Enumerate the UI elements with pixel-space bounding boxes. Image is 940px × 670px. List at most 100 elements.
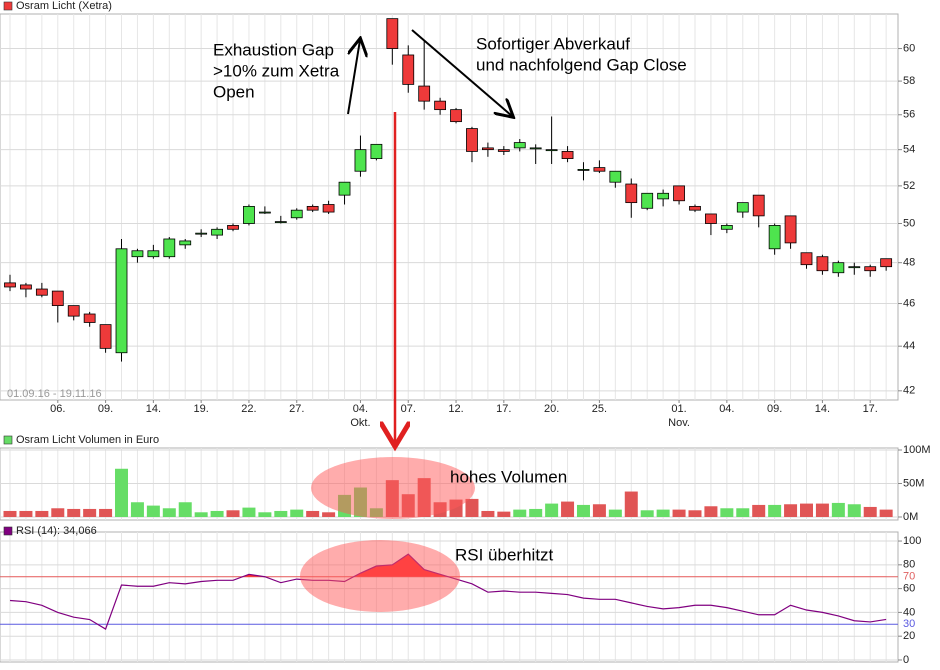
x-tick-label: 17. <box>496 403 511 415</box>
candle-body <box>179 240 192 246</box>
y-tick-label: 50 <box>903 217 915 229</box>
candle-body <box>529 147 542 150</box>
x-tick-label: 20. <box>544 403 559 415</box>
candle-body <box>35 288 48 296</box>
y-tick-label: 80 <box>903 559 915 571</box>
y-tick-label: 20 <box>903 630 915 642</box>
volume-bar <box>19 510 33 517</box>
candle-body <box>386 18 399 49</box>
candle-body <box>243 205 255 224</box>
x-tick-label: 04. <box>353 403 368 415</box>
volume-bar <box>497 511 511 517</box>
volume-bar <box>322 512 336 517</box>
x-tick-label: 22. <box>241 403 256 415</box>
annotation: Sofortiger Abverkauf <box>476 34 630 53</box>
volume-bar <box>529 508 543 517</box>
candle-body <box>434 100 447 111</box>
reference-label: 30 <box>903 618 915 630</box>
candle-body <box>99 324 112 349</box>
candle-body <box>720 225 733 230</box>
y-tick-label: 46 <box>903 297 915 309</box>
candle-body <box>418 85 431 102</box>
volume-bar <box>51 508 65 517</box>
y-tick-label: 0 <box>903 654 909 666</box>
candle-body <box>274 221 287 223</box>
candle-body <box>880 258 893 268</box>
candle-body <box>83 313 96 323</box>
volume-bar <box>178 502 192 517</box>
legend-label: Osram Licht Volumen in Euro <box>16 434 159 446</box>
volume-bar <box>768 504 782 517</box>
arrow <box>347 40 360 115</box>
x-tick-label: 01. <box>671 403 686 415</box>
candle-body <box>736 202 749 213</box>
candle-body <box>497 149 510 152</box>
candle-body <box>593 167 606 172</box>
candle-body <box>131 250 144 258</box>
highlight-ellipse <box>311 457 475 519</box>
volume-bar <box>561 501 575 517</box>
legend-swatch <box>3 1 13 11</box>
candle-body <box>705 213 717 224</box>
volume-bar <box>784 504 798 517</box>
candle-body <box>466 128 478 152</box>
volume-bar <box>624 491 638 517</box>
y-tick-label: 56 <box>903 109 915 121</box>
candle-body <box>338 181 351 196</box>
volume-bar <box>672 509 686 517</box>
candle-body <box>625 183 638 204</box>
x-tick-label: 12. <box>448 403 463 415</box>
annotation: RSI überhitzt <box>455 545 554 564</box>
y-tick-label: 44 <box>903 340 915 352</box>
volume-bar <box>67 508 81 517</box>
volume-bar <box>83 508 97 517</box>
legend-label: Osram Licht (Xetra) <box>16 0 112 12</box>
volume-bar <box>576 504 590 517</box>
volume-bar <box>545 503 559 517</box>
x-tick-label: 04. <box>719 403 734 415</box>
volume-bar <box>688 510 702 517</box>
volume-bar <box>194 512 208 517</box>
annotation: Exhaustion Gap <box>213 40 334 59</box>
x-tick-label: 14. <box>146 403 161 415</box>
candle-body <box>784 215 797 244</box>
candle-body <box>848 266 861 269</box>
y-tick-label: 54 <box>903 144 915 156</box>
x-month-label: Okt. <box>350 417 370 429</box>
candle-body <box>816 256 829 272</box>
candle-body <box>147 250 160 258</box>
volume-bar <box>704 506 718 517</box>
volume-bar <box>608 509 622 517</box>
legend-swatch <box>3 526 13 536</box>
y-tick-label: 100M <box>903 444 931 456</box>
volume-bar <box>592 504 606 517</box>
annotation: und nachfolgend Gap Close <box>476 55 687 74</box>
y-tick-label: 52 <box>903 180 915 192</box>
volume-bar <box>35 510 49 517</box>
volume-bar <box>640 510 654 517</box>
candle-body <box>402 54 415 85</box>
y-tick-label: 48 <box>903 257 915 269</box>
candle-body <box>832 262 845 274</box>
candle-body <box>370 143 383 159</box>
legend-swatch <box>3 435 13 445</box>
candle-body <box>689 205 701 211</box>
volume-bar <box>863 506 877 517</box>
x-tick-label: 27. <box>289 403 304 415</box>
volume-bar <box>306 510 320 517</box>
candle-body <box>641 192 654 209</box>
volume-bar <box>242 507 256 517</box>
volume-bar <box>258 512 272 517</box>
x-tick-label: 14. <box>815 403 830 415</box>
y-tick-label: 60 <box>903 583 915 595</box>
candle-body <box>322 204 335 213</box>
candle-body <box>227 225 239 230</box>
volume-bar <box>210 510 224 517</box>
x-tick-label: 19. <box>194 403 209 415</box>
volume-bar <box>226 510 240 517</box>
candle-body <box>657 192 670 200</box>
annotation: >10% zum Xetra <box>213 61 340 80</box>
x-tick-label: 06. <box>50 403 65 415</box>
volume-bar <box>274 510 288 517</box>
